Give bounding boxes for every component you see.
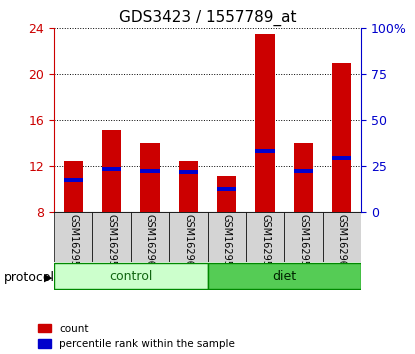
Text: ▶: ▶ — [44, 273, 52, 283]
Bar — [246, 212, 284, 262]
Bar — [217, 176, 236, 212]
Text: GSM162957: GSM162957 — [260, 214, 270, 273]
Bar — [217, 187, 236, 192]
Bar — [140, 143, 159, 212]
Bar — [54, 263, 208, 289]
Bar — [63, 178, 83, 182]
Text: GSM162959: GSM162959 — [298, 214, 308, 273]
Bar — [102, 130, 121, 212]
Text: GSM162956: GSM162956 — [222, 214, 232, 273]
Bar — [63, 161, 83, 212]
Text: GSM162961: GSM162961 — [337, 214, 347, 273]
Bar — [93, 212, 131, 262]
Bar — [208, 263, 361, 289]
Bar — [294, 169, 313, 173]
Bar — [169, 212, 208, 262]
Bar — [323, 212, 361, 262]
Bar — [179, 161, 198, 212]
Bar — [102, 167, 121, 171]
Bar — [208, 212, 246, 262]
Bar — [256, 149, 275, 153]
Bar — [284, 212, 323, 262]
Text: control: control — [109, 270, 152, 282]
Bar — [54, 212, 92, 262]
Text: diet: diet — [272, 270, 296, 282]
Bar — [332, 156, 352, 160]
Bar — [179, 170, 198, 174]
Bar — [332, 63, 352, 212]
Bar — [256, 34, 275, 212]
Bar — [131, 212, 169, 262]
Bar — [294, 143, 313, 212]
Text: GSM162958: GSM162958 — [107, 214, 117, 273]
Legend: count, percentile rank within the sample: count, percentile rank within the sample — [39, 324, 235, 349]
Text: GSM162954: GSM162954 — [68, 214, 78, 273]
Title: GDS3423 / 1557789_at: GDS3423 / 1557789_at — [119, 9, 296, 25]
Text: GSM162960: GSM162960 — [145, 214, 155, 273]
Text: protocol: protocol — [4, 272, 55, 284]
Text: GSM162962: GSM162962 — [183, 214, 193, 273]
Bar — [140, 169, 159, 173]
